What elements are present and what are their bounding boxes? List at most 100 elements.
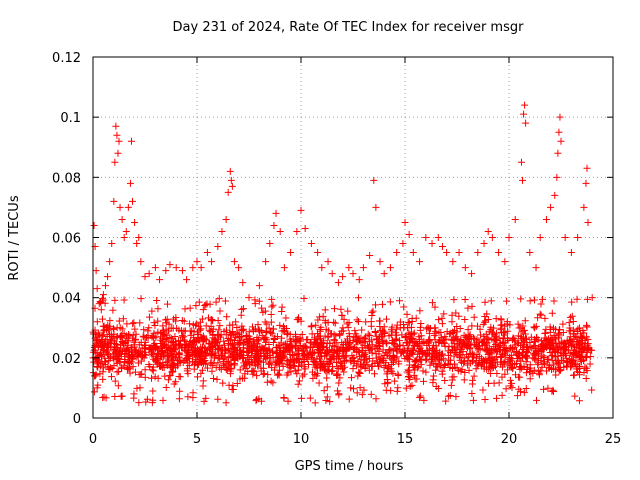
data-point (582, 333, 590, 341)
data-point (286, 335, 294, 343)
data-point (575, 397, 583, 405)
data-point (218, 227, 226, 235)
data-point (129, 197, 137, 205)
data-point (231, 361, 239, 369)
data-point (195, 357, 203, 365)
data-point (565, 336, 573, 344)
data-point (145, 360, 153, 368)
data-point (178, 267, 186, 275)
data-point (293, 227, 301, 235)
data-point (130, 338, 138, 346)
data-point (244, 341, 252, 349)
data-point (358, 351, 366, 359)
data-point (353, 316, 361, 324)
data-point (187, 331, 195, 339)
data-point (128, 358, 136, 366)
data-point (403, 310, 411, 318)
data-point (367, 318, 375, 326)
data-point (517, 295, 525, 303)
data-point (115, 368, 123, 376)
data-point (304, 336, 312, 344)
data-point (172, 345, 180, 353)
data-point (263, 378, 271, 386)
data-point (586, 360, 594, 368)
data-point (437, 333, 445, 341)
data-point (422, 325, 430, 333)
data-point (260, 358, 268, 366)
data-point (526, 297, 534, 305)
data-point (531, 355, 539, 363)
data-point (460, 376, 468, 384)
data-point (576, 337, 584, 345)
data-point (95, 300, 103, 308)
data-point (300, 294, 308, 302)
data-point (452, 393, 460, 401)
data-point (383, 368, 391, 376)
data-point (222, 357, 230, 365)
data-point (526, 375, 534, 383)
data-point (453, 335, 461, 343)
data-point (159, 322, 167, 330)
data-point (427, 358, 435, 366)
data-point (479, 320, 487, 328)
data-point (404, 344, 412, 352)
data-point (111, 158, 119, 166)
data-point (268, 295, 276, 303)
data-point (386, 353, 394, 361)
data-point (267, 311, 275, 319)
data-point (242, 331, 250, 339)
data-point (358, 326, 366, 334)
data-point (225, 362, 233, 370)
data-point (195, 347, 203, 355)
data-point (481, 396, 489, 404)
data-point (175, 350, 183, 358)
data-point (497, 324, 505, 332)
data-point (483, 310, 491, 318)
data-point (419, 367, 427, 375)
data-point (562, 354, 570, 362)
data-point (541, 342, 549, 350)
data-point (250, 368, 258, 376)
data-point (124, 337, 132, 345)
data-point (562, 343, 570, 351)
data-point (409, 346, 417, 354)
data-point (526, 364, 534, 372)
data-point (533, 396, 541, 404)
data-point (131, 325, 139, 333)
data-point (292, 342, 300, 350)
data-point (446, 392, 454, 400)
data-point (162, 358, 170, 366)
data-point (460, 358, 468, 366)
data-point (172, 317, 180, 325)
data-point (170, 380, 178, 388)
data-point (261, 318, 269, 326)
data-point (228, 182, 236, 190)
data-point (214, 395, 222, 403)
data-point (565, 319, 573, 327)
data-point (561, 350, 569, 358)
data-point (279, 349, 287, 357)
data-point (180, 317, 188, 325)
data-point (295, 315, 303, 323)
data-point (470, 313, 478, 321)
data-point (468, 390, 476, 398)
data-point (103, 346, 111, 354)
data-point (93, 336, 101, 344)
data-point (477, 331, 485, 339)
data-point (435, 316, 443, 324)
data-point (493, 394, 501, 402)
data-point (403, 368, 411, 376)
data-point (174, 357, 182, 365)
data-point (253, 372, 261, 380)
data-point (263, 320, 271, 328)
data-point (166, 363, 174, 371)
data-point (139, 352, 147, 360)
axis-ticks (92, 56, 614, 419)
data-point (447, 349, 455, 357)
data-point (171, 333, 179, 341)
data-point (448, 342, 456, 350)
data-point (118, 331, 126, 339)
data-point (545, 335, 553, 343)
x-tick-label: 5 (193, 432, 201, 447)
data-point (509, 363, 517, 371)
